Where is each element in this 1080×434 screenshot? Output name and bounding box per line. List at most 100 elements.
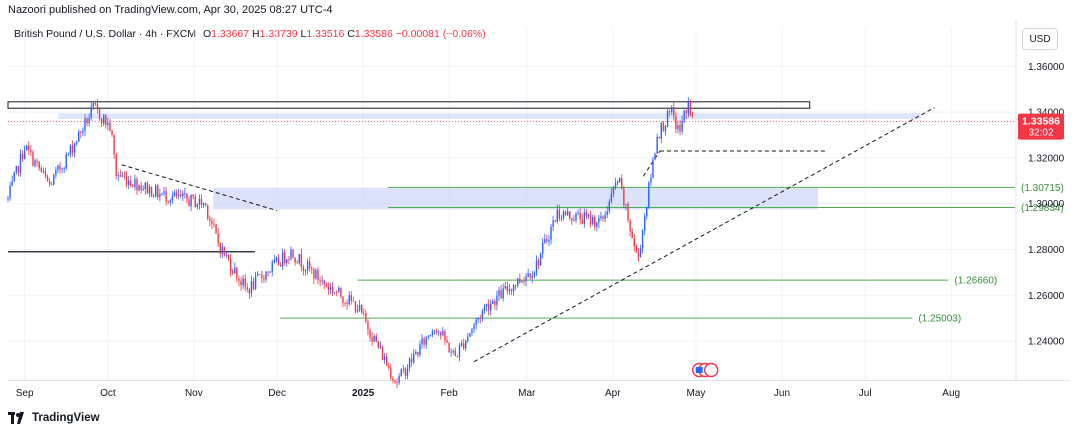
candle-body	[648, 182, 650, 208]
candle-body	[664, 126, 667, 132]
price-tick-label: 1.36000	[1028, 62, 1065, 73]
candle-body	[348, 295, 350, 305]
high-value: 1.33739	[259, 28, 298, 40]
candle-body	[269, 271, 271, 273]
candle-body	[473, 324, 475, 330]
candle-body	[442, 331, 444, 336]
candle-body	[602, 216, 604, 219]
candle-body	[483, 306, 486, 311]
candle-body	[30, 149, 32, 152]
candle-body	[103, 115, 105, 124]
candle-body	[63, 168, 65, 170]
candle-body	[679, 125, 681, 132]
candle-body	[236, 267, 238, 279]
candle-body	[529, 273, 531, 278]
price-tick-label: 1.34000	[1028, 108, 1065, 119]
candle-body	[419, 344, 421, 356]
candle-body	[639, 248, 642, 258]
candle-body	[265, 271, 267, 280]
time-tick-label: May	[687, 388, 706, 399]
candle-body	[356, 310, 359, 312]
candle-body	[471, 329, 473, 334]
candle-body	[192, 194, 194, 197]
candle-body	[21, 153, 24, 160]
support-level-label: (1.25003)	[918, 314, 961, 325]
high-label: H	[252, 28, 260, 40]
candle-body	[502, 288, 504, 299]
candle-body	[238, 278, 240, 281]
candle-body	[360, 305, 363, 313]
candle-body	[394, 380, 396, 382]
candle-body	[50, 184, 53, 185]
candle-body	[40, 168, 42, 172]
time-tick-label: Oct	[100, 388, 116, 399]
candle-body	[279, 264, 282, 267]
time-tick-label: Nov	[185, 388, 203, 399]
candle-body	[396, 381, 398, 384]
candle-body	[115, 154, 117, 176]
candle-body	[423, 338, 425, 345]
open-value: 1.33667	[211, 28, 250, 40]
candle-body	[656, 136, 658, 154]
price-tick-label: 1.28000	[1028, 245, 1065, 256]
candle-body	[119, 175, 122, 177]
candle-body	[179, 194, 182, 197]
candle-body	[225, 255, 228, 256]
bar-countdown: 32:02	[1028, 128, 1053, 139]
candle-body	[625, 204, 627, 205]
candle-body	[610, 193, 613, 202]
candle-body	[196, 204, 199, 208]
candle-body	[169, 200, 171, 203]
candle-body	[417, 351, 419, 356]
candle-body	[523, 280, 525, 282]
candle-body	[675, 116, 677, 130]
candle-body	[444, 331, 446, 341]
candle-body	[173, 192, 176, 197]
candle-body	[475, 319, 477, 325]
candle-body	[73, 143, 76, 153]
symbol-title[interactable]: British Pound / U.S. Dollar · 4h · FXCM	[14, 28, 197, 40]
candle-body	[448, 342, 450, 353]
candle-body	[521, 280, 523, 283]
candle-body	[687, 102, 690, 114]
candle-body	[308, 261, 311, 269]
candle-body	[288, 259, 290, 261]
candle-body	[575, 213, 577, 221]
symbol-legend: British Pound / U.S. Dollar · 4h · FXCM …	[14, 28, 486, 40]
candle-body	[614, 182, 617, 188]
candle-body	[427, 336, 429, 338]
price-tick-label: 1.26000	[1028, 291, 1065, 302]
time-tick-label: 2025	[352, 388, 375, 399]
candle-body	[477, 318, 479, 320]
change-value: −0.00081 (−0.06%)	[395, 28, 486, 40]
candle-body	[67, 153, 70, 155]
candle-body	[544, 238, 546, 243]
close-value: 1.33586	[354, 28, 393, 40]
last-price-tag	[1018, 113, 1064, 140]
candle-body	[385, 356, 388, 366]
candle-body	[650, 177, 652, 183]
candle-body	[171, 196, 174, 201]
candle-body	[130, 180, 132, 186]
candle-body	[13, 172, 15, 181]
candle-body	[44, 170, 47, 176]
candle-body	[668, 111, 671, 113]
candle-body	[371, 337, 373, 342]
candle-body	[80, 131, 82, 133]
candle-body	[65, 154, 67, 169]
candle-body	[319, 280, 321, 282]
candle-body	[554, 220, 556, 222]
candle-body	[219, 243, 221, 254]
candle-body	[78, 131, 80, 142]
candle-body	[533, 272, 536, 277]
candle-body	[358, 305, 361, 311]
candle-body	[456, 356, 459, 357]
currency-button[interactable]: USD	[1022, 28, 1058, 50]
candle-body	[452, 350, 454, 352]
candle-body	[433, 330, 436, 332]
candle-body	[621, 178, 623, 189]
candle-body	[425, 336, 427, 345]
candle-body	[641, 230, 644, 249]
candle-body	[462, 343, 465, 349]
